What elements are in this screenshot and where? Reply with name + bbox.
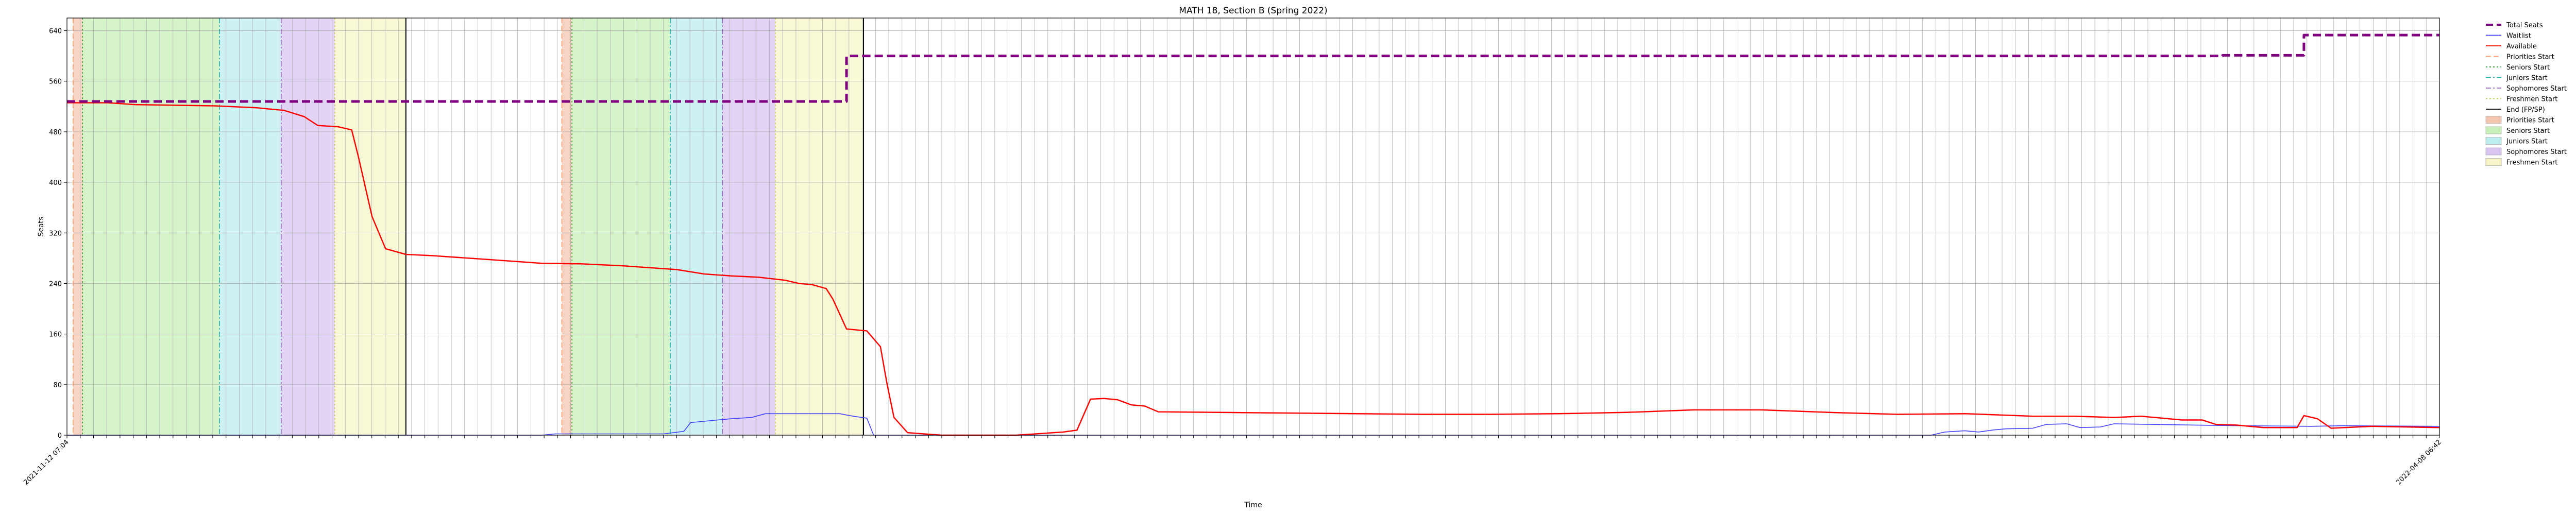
series-line-total-seats (67, 33, 2439, 103)
legend-label: Freshmen Start (2506, 159, 2557, 167)
legend-label: Waitlist (2506, 32, 2531, 40)
legend-swatch (2485, 137, 2502, 145)
plot-area (67, 18, 2439, 435)
shaded-period (670, 18, 723, 435)
grid-lines (66, 18, 2440, 436)
y-axis-ticks: 0 80 160 240 320 400 480 560 640 (49, 28, 67, 440)
shaded-period (73, 18, 83, 435)
legend-label: Freshmen Start (2506, 96, 2557, 104)
y-tick-label: 480 (49, 129, 62, 136)
y-axis-label: Seats (37, 217, 45, 237)
legend-label: Priorities Start (2506, 117, 2554, 125)
legend-label: Sophomores Start (2506, 85, 2567, 93)
plot-background (67, 18, 2439, 435)
legend-label: End (FP/SP) (2506, 106, 2545, 114)
series-line-waitlist (67, 413, 2440, 436)
axes (66, 18, 2440, 436)
period-start-lines (73, 18, 864, 435)
plot-frame (66, 18, 2440, 436)
legend-label: Juniors Start (2506, 138, 2548, 146)
y-tick-label: 160 (49, 331, 62, 339)
legend-swatch (2485, 116, 2502, 124)
legend-label: Priorities Start (2506, 54, 2554, 61)
period-shading (73, 18, 863, 435)
shaded-period (775, 18, 863, 435)
x-tick-label: 2021-11-12 07:04 (22, 438, 70, 486)
y-tick-label: 400 (49, 179, 62, 187)
y-tick-label: 560 (49, 78, 62, 86)
y-tick-label: 240 (49, 280, 62, 288)
shaded-period (572, 18, 670, 435)
legend-label: Juniors Start (2506, 75, 2548, 82)
legend: Total Seats Waitlist Available Priorities S… (2485, 22, 2567, 167)
shaded-period (281, 18, 335, 435)
shaded-period (219, 18, 281, 435)
y-tick-label: 320 (49, 230, 62, 237)
chart-title: MATH 18, Section B (Spring 2022) (1179, 6, 1327, 16)
legend-swatch (2485, 126, 2502, 134)
legend-label: Total Seats (2506, 22, 2543, 29)
y-tick-label: 640 (49, 28, 62, 36)
x-axis-label: Time (1244, 501, 1262, 509)
legend-swatch (2485, 158, 2502, 166)
legend-swatch (2485, 147, 2502, 156)
legend-label: Seniors Start (2506, 127, 2550, 135)
x-tick-label: 2022-04-08 06:42 (2395, 438, 2443, 486)
legend-label: Sophomores Start (2506, 148, 2567, 156)
legend-label: Seniors Start (2506, 64, 2550, 72)
y-tick-label: 0 (58, 432, 62, 440)
y-tick-label: 80 (53, 382, 62, 389)
shaded-period (562, 18, 572, 435)
x-axis-ticks: 2021-11-12 07:04 2022-04-08 06:42 (22, 435, 2443, 487)
shaded-period (334, 18, 406, 435)
legend-label: Available (2506, 43, 2537, 50)
shaded-period (82, 18, 220, 435)
shaded-period (722, 18, 775, 435)
